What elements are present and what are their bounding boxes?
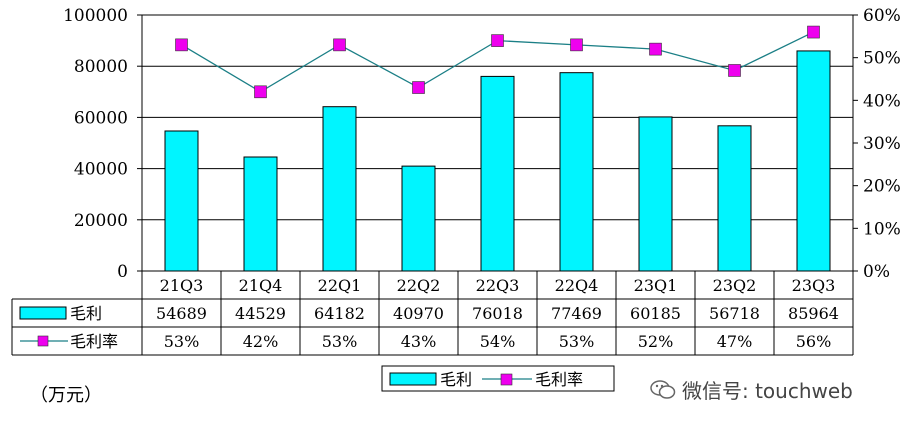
marker-gross-margin	[254, 85, 267, 99]
table-row-label: 毛利率	[70, 332, 118, 351]
data-label-gross-profit: 77469	[551, 304, 602, 323]
bar-gross-profit	[401, 165, 436, 272]
data-label-gross-margin: 53%	[164, 332, 200, 351]
x-tick-label: 22Q1	[318, 276, 362, 295]
y-left-tick-label: 20000	[74, 211, 128, 231]
legend-marker-gross-margin	[500, 373, 513, 386]
data-label-gross-profit: 60185	[630, 304, 681, 323]
data-label-gross-margin: 54%	[480, 332, 516, 351]
bar-gross-profit	[243, 156, 278, 272]
y-right-tick-label: 50%	[863, 49, 901, 69]
x-tick-label: 22Q2	[397, 276, 441, 295]
data-label-gross-profit: 44529	[235, 304, 286, 323]
data-label-gross-margin: 43%	[401, 332, 437, 351]
y-left-tick-label: 60000	[74, 108, 128, 128]
marker-gross-margin	[491, 34, 504, 47]
table-row-label: 毛利	[70, 304, 102, 323]
marker-gross-margin	[807, 25, 820, 39]
legend-label: 毛利	[440, 370, 472, 389]
x-tick-label: 21Q4	[239, 276, 283, 295]
y-right-tick-label: 60%	[863, 6, 901, 26]
data-label-gross-profit: 85964	[788, 304, 839, 323]
data-label-gross-margin: 47%	[717, 332, 753, 351]
x-tick-label: 23Q3	[792, 276, 836, 295]
x-tick-label: 23Q1	[634, 276, 678, 295]
watermark: 微信号: touchweb	[650, 375, 853, 404]
y-left-tick-label: 100000	[63, 6, 128, 26]
y-left-tick-label: 80000	[74, 57, 128, 77]
x-tick-label: 21Q3	[160, 276, 204, 295]
legend-label: 毛利率	[535, 370, 583, 389]
marker-gross-margin	[175, 38, 188, 52]
marker-gross-margin	[728, 64, 741, 77]
data-label-gross-profit: 64182	[314, 304, 365, 323]
bar-gross-profit	[638, 116, 673, 272]
data-label-gross-profit: 40970	[393, 304, 444, 323]
bar-gross-profit	[322, 106, 357, 272]
bar-gross-profit	[164, 130, 199, 272]
x-tick-label: 23Q2	[713, 276, 757, 295]
data-label-gross-margin: 42%	[243, 332, 279, 351]
x-tick-label: 22Q4	[555, 276, 599, 295]
bar-gross-profit	[480, 75, 515, 272]
data-label-gross-margin: 52%	[638, 332, 674, 351]
legend-swatch-gross-profit	[389, 372, 437, 386]
bar-gross-profit	[559, 72, 594, 272]
bar-gross-profit	[796, 50, 831, 272]
bar-gross-profit	[717, 125, 752, 272]
x-tick-label: 22Q3	[476, 276, 520, 295]
watermark-text: 微信号: touchweb	[682, 379, 853, 403]
wechat-icon	[650, 379, 676, 399]
table-legend-swatch-gross-profit	[19, 306, 67, 320]
table-legend-marker-gross-margin	[37, 335, 49, 347]
y-right-tick-label: 30%	[863, 134, 901, 154]
y-right-tick-label: 40%	[863, 91, 901, 111]
data-label-gross-margin: 53%	[322, 332, 358, 351]
y-right-tick-label: 10%	[863, 219, 901, 239]
data-label-gross-margin: 56%	[796, 332, 832, 351]
y-left-tick-label: 40000	[74, 160, 128, 180]
marker-gross-margin	[333, 38, 346, 52]
y-left-tick-label: 0	[117, 262, 128, 282]
y-right-tick-label: 0%	[863, 262, 890, 282]
data-label-gross-profit: 76018	[472, 304, 523, 323]
data-label-gross-profit: 56718	[709, 304, 760, 323]
marker-gross-margin	[570, 38, 583, 52]
unit-note: （万元）	[30, 385, 102, 406]
marker-gross-margin	[412, 81, 425, 94]
data-label-gross-profit: 54689	[156, 304, 207, 323]
data-label-gross-margin: 53%	[559, 332, 595, 351]
marker-gross-margin	[649, 42, 662, 56]
y-right-tick-label: 20%	[863, 177, 901, 197]
